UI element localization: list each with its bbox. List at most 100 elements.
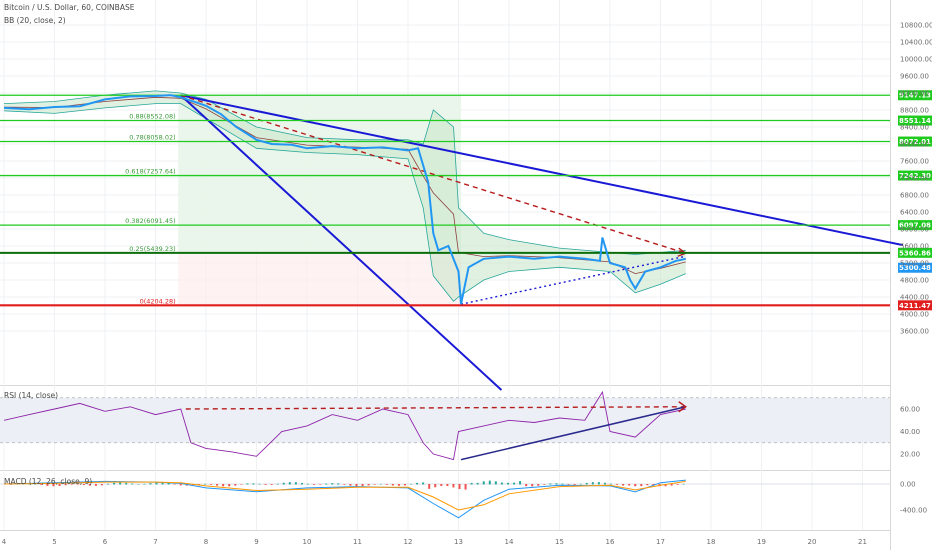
- price-line-group: [3, 94, 687, 305]
- macd-histogram-bar: [403, 484, 406, 486]
- macd-histogram-bar: [646, 484, 649, 486]
- price-tick-label: 5600.00: [900, 243, 929, 251]
- macd-histogram-bar: [161, 482, 164, 485]
- price-tick-label: 10000.00: [900, 56, 932, 64]
- price-tick-label: 8000.00: [900, 141, 929, 149]
- macd-histogram-bar: [149, 483, 152, 485]
- macd-histogram-bar: [597, 482, 600, 485]
- time-tick-label: 18: [707, 538, 716, 546]
- macd-histogram-bar: [470, 482, 473, 485]
- macd-histogram-bar: [355, 484, 358, 487]
- macd-histogram-bar: [640, 484, 643, 487]
- rsi-dashed-line: [185, 406, 686, 410]
- fib-price-tag: [898, 247, 932, 258]
- macd-histogram-bar: [603, 482, 606, 485]
- time-tick-label: 13: [454, 538, 463, 546]
- steep-trendline: [180, 94, 503, 391]
- macd-histogram-bar: [616, 484, 619, 485]
- top-price-tag: [898, 90, 932, 101]
- price-tick-label: 6800.00: [900, 192, 929, 200]
- macd-histogram-bar: [343, 484, 346, 485]
- macd-histogram-bar: [664, 484, 667, 487]
- macd-histogram-bar: [519, 481, 522, 485]
- time-tick-label: 12: [404, 538, 413, 546]
- macd-histogram-bar: [634, 484, 637, 487]
- bb-indicator-label[interactable]: BB (20, close, 2): [4, 16, 66, 25]
- macd-histogram-bar: [537, 484, 540, 486]
- bb-lower-line: [3, 103, 686, 302]
- macd-histogram-bar: [579, 483, 582, 485]
- price-tick-label: 4800.00: [900, 277, 929, 285]
- macd-histogram-bar: [216, 484, 219, 486]
- macd-histogram-bar: [488, 480, 491, 485]
- fib-level-label: 0.25(5439.23): [129, 245, 175, 253]
- top-price-tag-text: 9147.13: [899, 92, 931, 100]
- fibonacci-lines: 0.88(8552.08) 8551.14 0.78(8058.02) 8072.01…: [0, 90, 932, 311]
- macd-histogram-bar: [567, 484, 570, 485]
- macd-histogram-bar: [325, 483, 328, 485]
- macd-histogram-bar: [319, 484, 322, 485]
- macd-histogram-bar: [464, 484, 467, 490]
- macd-histogram-bar: [282, 482, 285, 485]
- macd-histogram-bar: [525, 484, 528, 487]
- macd-histogram-bar: [573, 484, 576, 485]
- current-price-tag: [898, 262, 932, 273]
- macd-histogram-bar: [670, 484, 673, 486]
- time-tick-label: 20: [808, 538, 817, 546]
- macd-histogram-bar: [222, 484, 225, 487]
- macd-histogram-bar: [476, 482, 479, 485]
- macd-panel: 0.00 -400.00: [0, 479, 927, 519]
- macd-histogram-bar: [137, 483, 140, 485]
- macd-histogram-bar: [628, 484, 631, 486]
- fib-level-label: 0.88(8552.08): [129, 113, 175, 121]
- macd-indicator-label[interactable]: MACD (12, 26, close, 9): [4, 477, 93, 486]
- macd-histogram-bar: [549, 483, 552, 485]
- macd-histogram-bar: [125, 482, 128, 485]
- macd-tick-label: 0.00: [900, 481, 916, 489]
- time-tick-label: 7: [153, 538, 157, 546]
- macd-histogram-bar: [307, 483, 309, 485]
- macd-histogram-bar: [591, 482, 594, 485]
- price-tick-label: 7600.00: [900, 158, 929, 166]
- macd-histogram-bar: [143, 483, 146, 485]
- fib-price-tag: [898, 136, 932, 147]
- macd-histogram-bar: [561, 483, 564, 485]
- rsi-indicator-label[interactable]: RSI (14, close): [4, 391, 59, 400]
- macd-histogram-bar: [173, 484, 176, 485]
- macd-histogram-bar: [367, 484, 370, 486]
- rsi-tick-label: 60.00: [900, 406, 920, 414]
- macd-histogram-bar: [264, 484, 267, 485]
- macd-histogram-bar: [397, 484, 400, 486]
- time-tick-label: 10: [303, 538, 312, 546]
- macd-histogram-bar: [555, 483, 558, 485]
- fib-level-label: 0.618(7257.64): [125, 168, 176, 176]
- macd-histogram-bar: [113, 482, 116, 485]
- macd-histogram-bar: [107, 483, 110, 485]
- fib-level-label: 0(4204.28): [140, 297, 176, 305]
- macd-histogram-bar: [513, 482, 516, 485]
- price-tick-label: 8400.00: [900, 124, 929, 132]
- macd-histogram-bar: [131, 483, 134, 485]
- price-tick-label: 9600.00: [900, 73, 929, 81]
- time-tick-label: 8: [204, 538, 208, 546]
- macd-histogram-bar: [234, 484, 237, 486]
- macd-histogram-bar: [76, 484, 79, 485]
- macd-histogram-bar: [119, 482, 122, 485]
- macd-histogram-bar: [258, 483, 261, 485]
- macd-histogram-bar: [94, 484, 97, 486]
- fib-price-tag: [898, 220, 932, 231]
- time-axis: 4 5 6 7 8 9 10 11 12 13 14 15 16 17 18 19 20 21: [2, 538, 867, 546]
- fib-level-label: 0.382(6091.45): [125, 217, 176, 225]
- time-tick-label: 21: [858, 538, 867, 546]
- axis-divider: [890, 0, 891, 550]
- macd-histogram-bar: [610, 483, 612, 485]
- price-axis: 10800.00 10400.00 10000.00 9600.00 9200.00 88…: [900, 22, 932, 336]
- measure-box-lower: [178, 252, 462, 306]
- signal-line: [3, 480, 686, 511]
- current-price-tag-text: 5300.48: [899, 264, 931, 272]
- macd-histogram-bar: [379, 483, 382, 485]
- time-tick-label: 16: [606, 538, 615, 546]
- macd-histogram-bar: [446, 484, 449, 487]
- price-tick-label: 6400.00: [900, 209, 929, 217]
